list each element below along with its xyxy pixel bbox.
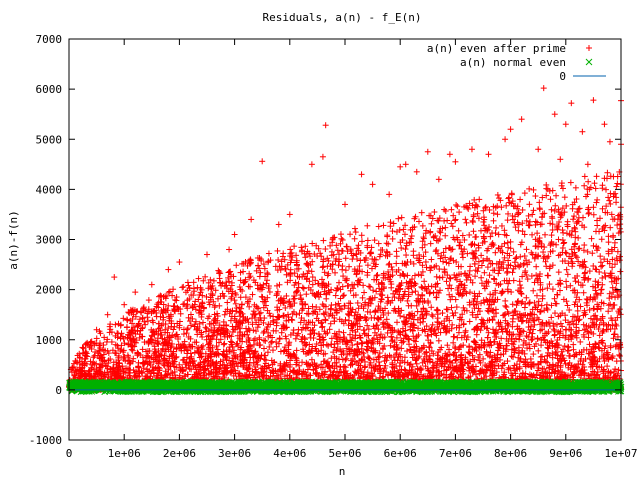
y-axis-label: a(n)-f(n) (7, 210, 20, 270)
x-axis-label: n (339, 465, 346, 478)
chart-title: Residuals, a(n) - f_E(n) (263, 11, 422, 24)
